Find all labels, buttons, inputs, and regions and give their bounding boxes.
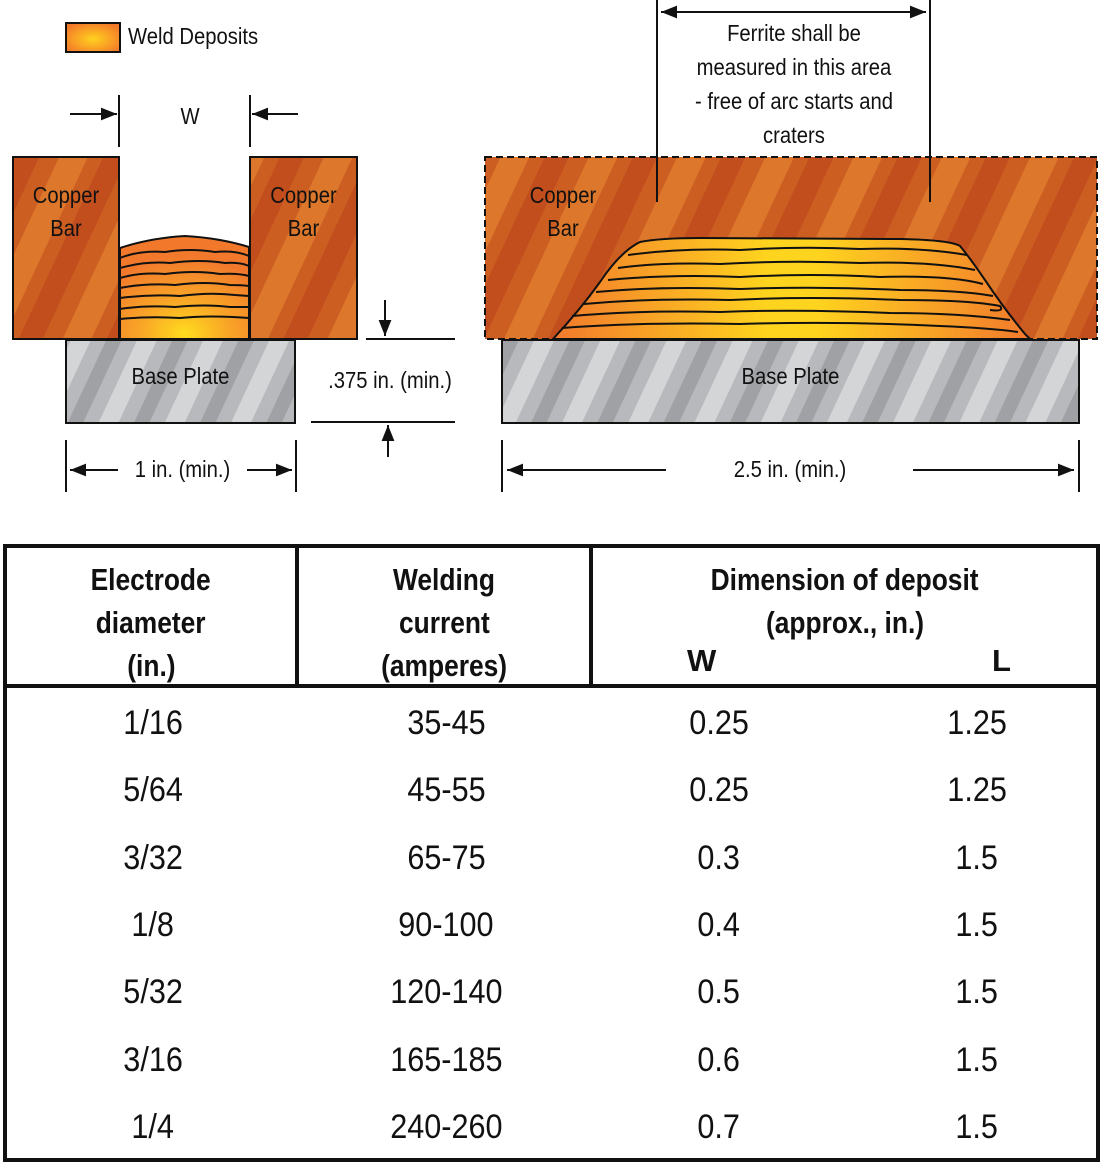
- ferrite-note-line3: - free of arc starts and: [695, 88, 893, 114]
- cell-w: 0.6: [697, 1040, 741, 1079]
- ferrite-note-line1: Ferrite shall be: [727, 20, 861, 46]
- table-row: 1/8 90-100 0.4 1.5: [7, 892, 1096, 959]
- cell-diameter: 3/32: [123, 838, 183, 877]
- cell-current: 90-100: [398, 905, 494, 944]
- weld-pad-diagram: Weld Deposits W Copper Bar Copper Bar Ba…: [0, 0, 1102, 510]
- ferrite-note-line2: measured in this area: [696, 54, 892, 80]
- cell-w: 0.3: [697, 838, 741, 877]
- copper-bar-right-diagram-line2: Bar: [547, 215, 579, 241]
- ferrite-note-line4: craters: [763, 122, 825, 148]
- subheader-l: L: [992, 643, 1011, 678]
- table-row: 3/16 165-185 0.6 1.5: [7, 1027, 1096, 1094]
- diagram-graphics: [12, 0, 1098, 492]
- deposit-dimensions-table: Electrode diameter (in.) Welding current…: [3, 544, 1100, 1162]
- table-row: 3/32 65-75 0.3 1.5: [7, 825, 1096, 892]
- header-electrode-diameter: Electrode diameter (in.): [7, 548, 299, 684]
- cell-w: 0.7: [697, 1107, 741, 1146]
- length-label: 2.5 in. (min.): [733, 456, 847, 482]
- table-row: 1/4 240-260 0.7 1.5: [7, 1094, 1096, 1161]
- thickness-label: .375 in. (min.): [328, 367, 452, 393]
- cell-l: 1.5: [955, 1107, 999, 1146]
- subheader-w: W: [687, 643, 717, 678]
- copper-bar-left-line2: Bar: [50, 215, 82, 241]
- table-header: Electrode diameter (in.) Welding current…: [7, 548, 1096, 688]
- cell-l: 1.5: [955, 905, 999, 944]
- cell-current: 120-140: [389, 973, 503, 1012]
- cell-l: 1.25: [947, 704, 1007, 742]
- width-label: 1 in. (min.): [134, 456, 231, 482]
- cell-diameter: 3/16: [123, 1040, 183, 1079]
- copper-bar-right-diagram-line1: Copper: [529, 182, 597, 208]
- cell-w: 0.25: [689, 704, 749, 742]
- cell-l: 1.25: [947, 771, 1007, 810]
- cell-current: 45-55: [406, 771, 486, 810]
- cell-l: 1.5: [955, 838, 999, 877]
- cell-diameter: 1/8: [131, 905, 175, 944]
- cell-diameter: 5/32: [123, 973, 183, 1012]
- base-plate-left-label: Base Plate: [131, 363, 230, 389]
- cell-w: 0.5: [697, 973, 741, 1012]
- header-welding-current: Welding current (amperes): [299, 548, 593, 684]
- cell-current: 65-75: [406, 838, 486, 877]
- table-row: 5/64 45-55 0.25 1.25: [7, 757, 1096, 824]
- cell-w: 0.4: [697, 905, 741, 944]
- copper-bar-right-line1: Copper: [270, 182, 337, 208]
- cell-l: 1.5: [955, 1040, 999, 1079]
- table-row: 5/32 120-140 0.5 1.5: [7, 959, 1096, 1026]
- legend-label: Weld Deposits: [128, 23, 259, 49]
- base-plate-right-label: Base Plate: [741, 363, 840, 389]
- table-row: 1/16 35-45 0.25 1.25: [7, 690, 1096, 757]
- cell-diameter: 1/16: [123, 704, 183, 742]
- cell-l: 1.5: [955, 973, 999, 1012]
- copper-bar-right-line2: Bar: [287, 215, 320, 241]
- cell-current: 240-260: [389, 1107, 503, 1146]
- cell-diameter: 1/4: [131, 1107, 175, 1146]
- cell-current: 35-45: [406, 704, 486, 742]
- legend-swatch: [65, 22, 121, 53]
- copper-bar-left-line1: Copper: [32, 182, 100, 208]
- cell-current: 165-185: [389, 1040, 503, 1079]
- dimension-w-label: W: [180, 103, 200, 129]
- cell-diameter: 5/64: [123, 771, 183, 810]
- cell-w: 0.25: [689, 771, 749, 810]
- header-deposit-dimension: Dimension of deposit (approx., in.): [710, 562, 979, 640]
